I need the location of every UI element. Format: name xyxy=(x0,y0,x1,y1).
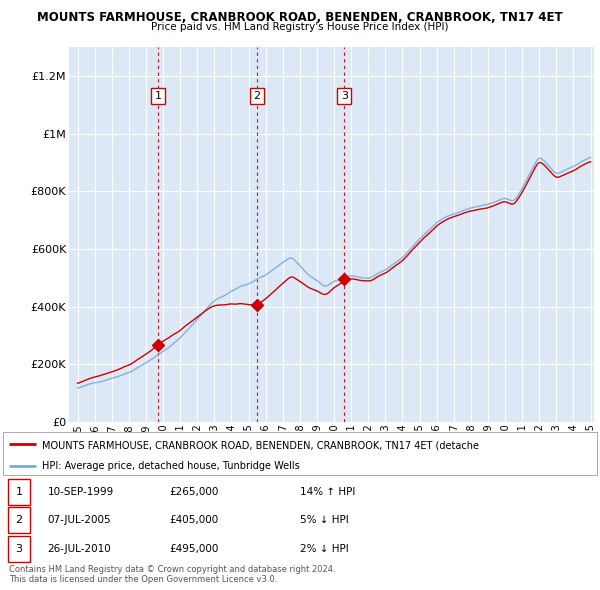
Text: HPI: Average price, detached house, Tunbridge Wells: HPI: Average price, detached house, Tunb… xyxy=(41,461,299,471)
Text: 14% ↑ HPI: 14% ↑ HPI xyxy=(300,487,355,497)
Text: 2% ↓ HPI: 2% ↓ HPI xyxy=(300,543,349,553)
FancyBboxPatch shape xyxy=(8,507,31,533)
Text: 3: 3 xyxy=(16,543,23,553)
Text: 2: 2 xyxy=(254,91,260,101)
Text: Contains HM Land Registry data © Crown copyright and database right 2024.: Contains HM Land Registry data © Crown c… xyxy=(9,565,335,574)
Text: 3: 3 xyxy=(341,91,348,101)
Text: MOUNTS FARMHOUSE, CRANBROOK ROAD, BENENDEN, CRANBROOK, TN17 4ET: MOUNTS FARMHOUSE, CRANBROOK ROAD, BENEND… xyxy=(37,11,563,24)
Text: £405,000: £405,000 xyxy=(169,515,218,525)
FancyBboxPatch shape xyxy=(8,536,31,562)
Text: 2: 2 xyxy=(16,515,23,525)
Text: This data is licensed under the Open Government Licence v3.0.: This data is licensed under the Open Gov… xyxy=(9,575,277,584)
Text: 1: 1 xyxy=(154,91,161,101)
Text: 07-JUL-2005: 07-JUL-2005 xyxy=(47,515,111,525)
Text: £265,000: £265,000 xyxy=(169,487,218,497)
Text: Price paid vs. HM Land Registry's House Price Index (HPI): Price paid vs. HM Land Registry's House … xyxy=(151,22,449,32)
Text: 10-SEP-1999: 10-SEP-1999 xyxy=(47,487,114,497)
FancyBboxPatch shape xyxy=(8,478,31,505)
Text: 1: 1 xyxy=(16,487,23,497)
Text: £495,000: £495,000 xyxy=(169,543,218,553)
Text: MOUNTS FARMHOUSE, CRANBROOK ROAD, BENENDEN, CRANBROOK, TN17 4ET (detache: MOUNTS FARMHOUSE, CRANBROOK ROAD, BENEND… xyxy=(41,440,479,450)
Text: 5% ↓ HPI: 5% ↓ HPI xyxy=(300,515,349,525)
Text: 26-JUL-2010: 26-JUL-2010 xyxy=(47,543,112,553)
